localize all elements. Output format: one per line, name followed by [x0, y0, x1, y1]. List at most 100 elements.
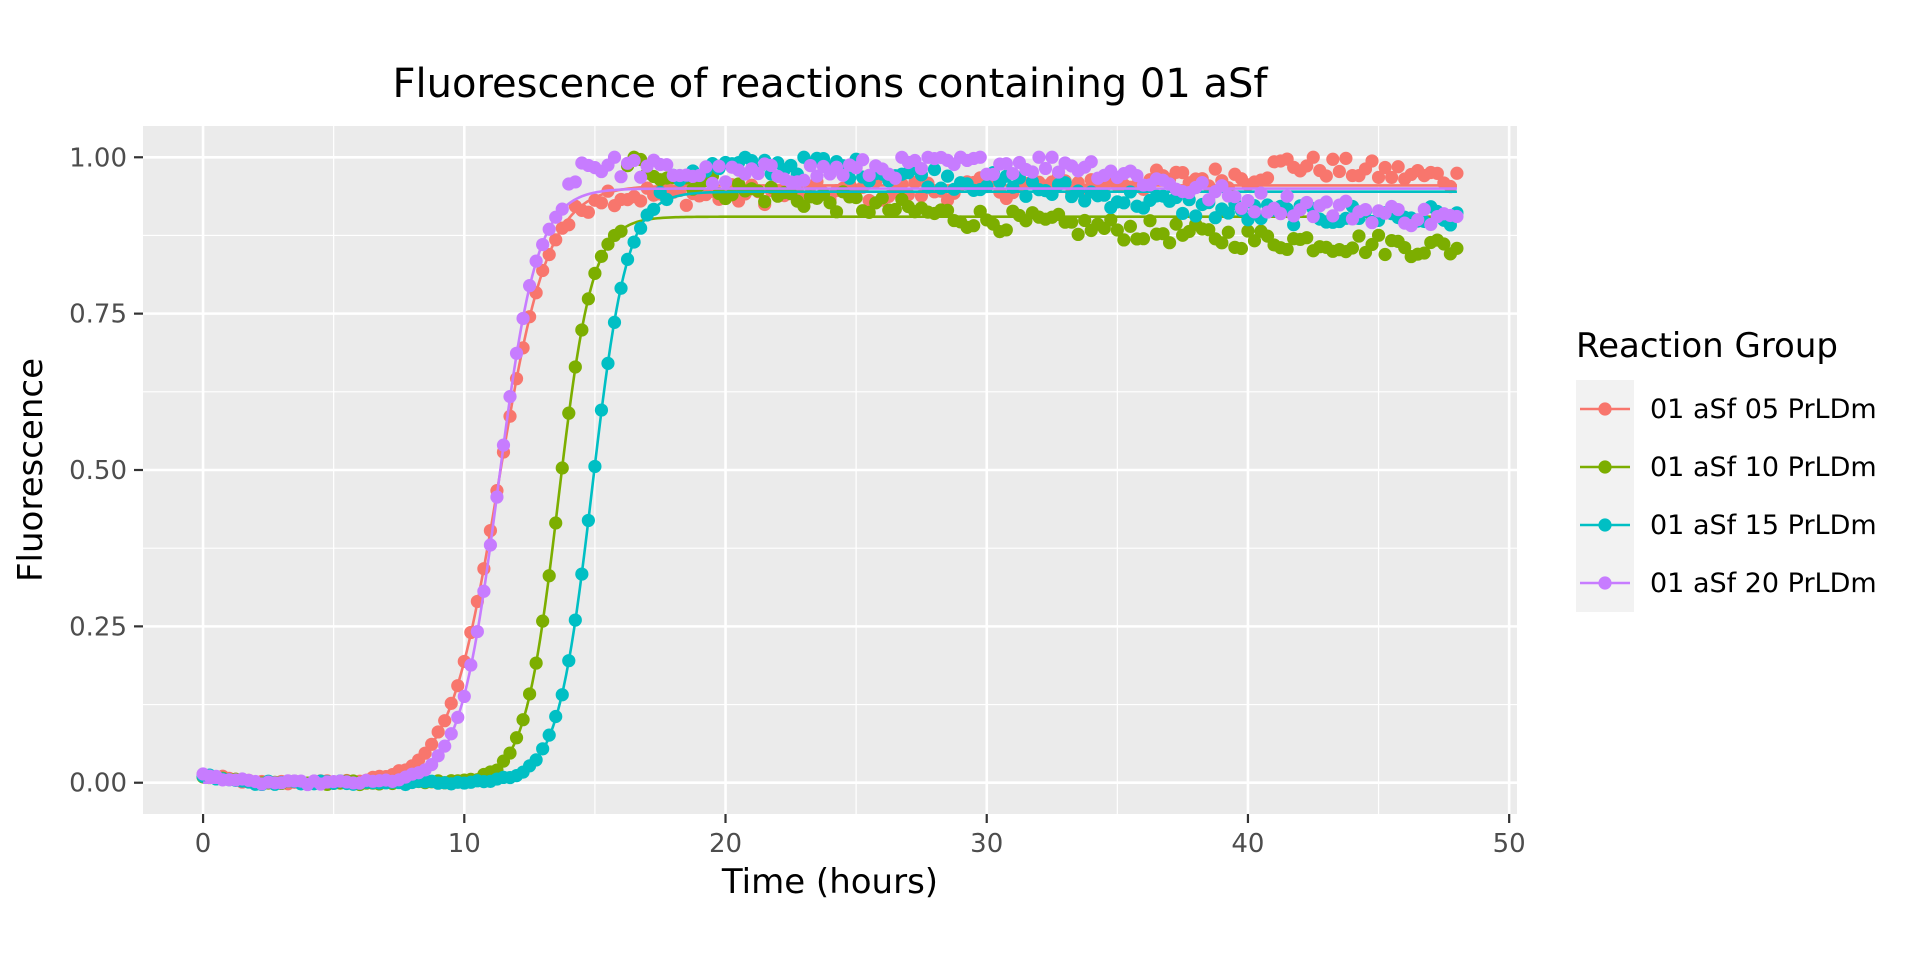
legend-key-background [1576, 380, 1634, 612]
legend-items: 01 aSf 05 PrLDm 01 aSf 10 PrLDm 01 aSf 15 … [1580, 394, 1877, 599]
data-point [1006, 167, 1020, 181]
data-point [705, 176, 720, 190]
data-point [1228, 190, 1242, 204]
data-point [1450, 209, 1464, 224]
data-point [1378, 160, 1392, 175]
data-point [1130, 168, 1144, 183]
data-point [1300, 231, 1314, 245]
data-point [1195, 175, 1209, 190]
data-point [660, 158, 674, 172]
data-point [581, 205, 595, 219]
data-point [1378, 247, 1392, 262]
data-point [836, 168, 850, 182]
legend-label: 01 aSf 10 PrLDm [1650, 452, 1877, 483]
data-point [927, 162, 942, 177]
plot-panel [143, 126, 1517, 814]
data-point [1241, 193, 1255, 208]
data-point [1306, 209, 1320, 224]
data-point [751, 167, 765, 181]
data-point [1280, 242, 1294, 257]
data-point [1260, 171, 1275, 185]
data-point [829, 205, 844, 219]
data-point [764, 158, 778, 173]
legend-title: Reaction Group [1576, 326, 1838, 366]
data-point [1117, 196, 1131, 210]
data-point [1045, 150, 1059, 164]
data-point [1032, 150, 1046, 164]
data-point [1234, 241, 1249, 256]
data-point [1345, 241, 1360, 255]
y-tick-label: 0.75 [69, 300, 127, 330]
x-axis-title: Time (hours) [721, 862, 938, 902]
data-point [1280, 189, 1294, 203]
data-point [810, 169, 824, 183]
data-point [797, 173, 811, 187]
data-point [797, 199, 811, 213]
data-point [1071, 227, 1085, 242]
series-4 [196, 150, 1464, 792]
y-tick-label: 0.50 [69, 456, 127, 486]
data-point [1169, 217, 1183, 231]
x-tick-label: 10 [448, 829, 481, 859]
data-point [986, 167, 1000, 182]
data-point [1202, 223, 1216, 237]
data-point [1221, 225, 1235, 239]
fit-line [203, 184, 1457, 785]
data-point [999, 223, 1013, 237]
data-point [1176, 165, 1190, 180]
data-point [1038, 161, 1053, 176]
data-point [718, 175, 733, 189]
data-point [699, 160, 713, 174]
data-point [1065, 215, 1079, 229]
data-point [967, 219, 981, 233]
legend: Reaction Group 01 aSf 05 PrLDm 01 aSf 10 … [1576, 326, 1877, 612]
data-point [1326, 152, 1340, 166]
legend-label: 01 aSf 15 PrLDm [1650, 510, 1877, 541]
data-point [803, 158, 818, 173]
x-tick-label: 50 [1493, 829, 1526, 859]
legend-key-point [1598, 402, 1612, 416]
data-point [973, 150, 987, 164]
data-point [1208, 162, 1222, 176]
data-point [1215, 236, 1229, 250]
data-point [1110, 223, 1124, 237]
y-axis: 0.00 0.25 0.50 0.75 1.00 [69, 143, 143, 799]
data-point [614, 170, 628, 184]
data-point [1136, 232, 1151, 246]
data-point [634, 194, 648, 208]
data-point [1319, 169, 1333, 183]
data-point [1241, 224, 1255, 238]
data-point [1319, 195, 1333, 209]
data-point [758, 195, 772, 209]
data-point [1450, 241, 1464, 255]
data-point [627, 153, 641, 168]
y-tick-label: 0.00 [69, 769, 127, 799]
data-point [1221, 206, 1235, 220]
chart-title: Fluorescence of reactions containing 01 … [393, 61, 1269, 107]
data-point [940, 203, 955, 217]
data-point [607, 150, 622, 164]
x-axis: 0 10 20 30 40 50 [195, 814, 1526, 859]
data-point [914, 161, 929, 176]
legend-label: 01 aSf 20 PrLDm [1650, 568, 1877, 599]
data-point [1332, 164, 1346, 179]
y-axis-title: Fluorescence [11, 358, 51, 582]
data-point [1247, 205, 1262, 219]
data-point [856, 153, 870, 167]
data-point [1430, 166, 1444, 180]
legend-item: 01 aSf 15 PrLDm [1580, 510, 1877, 541]
legend-label: 01 aSf 05 PrLDm [1650, 394, 1877, 425]
data-point [1365, 215, 1379, 230]
y-tick-label: 1.00 [69, 143, 127, 173]
fit-line [203, 190, 1457, 785]
data-point [875, 191, 889, 205]
data-point [1019, 189, 1033, 203]
y-tick-label: 0.25 [69, 612, 127, 642]
data-point [594, 196, 609, 210]
data-point [1051, 165, 1066, 179]
legend-key-point [1598, 576, 1612, 590]
legend-key-point [1598, 460, 1612, 474]
x-tick-label: 30 [970, 829, 1003, 859]
x-tick-label: 20 [709, 829, 742, 859]
